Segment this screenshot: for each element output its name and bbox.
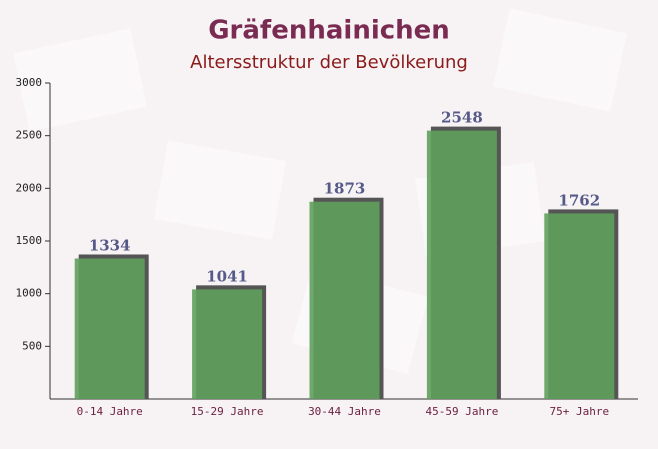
- x-tick-label: 0-14 Jahre: [77, 405, 143, 418]
- bar: [426, 130, 497, 400]
- y-tick-label: 1500: [16, 234, 43, 247]
- bar: [544, 213, 615, 399]
- x-tick-label: 30-44 Jahre: [308, 405, 381, 418]
- chart-subtitle: Altersstruktur der Bevölkerung: [190, 52, 468, 73]
- y-tick-label: 2000: [16, 181, 43, 194]
- value-label: 2548: [441, 109, 483, 127]
- value-label: 1334: [89, 236, 131, 254]
- value-label: 1873: [324, 180, 366, 198]
- x-tick-label: 15-29 Jahre: [191, 405, 264, 418]
- value-label: 1041: [206, 267, 248, 285]
- x-tick-label: 45-59 Jahre: [425, 405, 498, 418]
- bar: [309, 201, 380, 399]
- y-tick-label: 500: [22, 339, 42, 352]
- y-tick-label: 3000: [16, 76, 43, 89]
- bar: [74, 258, 145, 399]
- value-label: 1762: [558, 191, 600, 209]
- chart-title: Gräfenhainichen: [208, 16, 450, 46]
- x-tick-label: 75+ Jahre: [549, 405, 609, 418]
- y-tick-label: 1000: [16, 287, 43, 300]
- bar: [192, 289, 263, 399]
- y-tick-label: 2500: [16, 129, 43, 142]
